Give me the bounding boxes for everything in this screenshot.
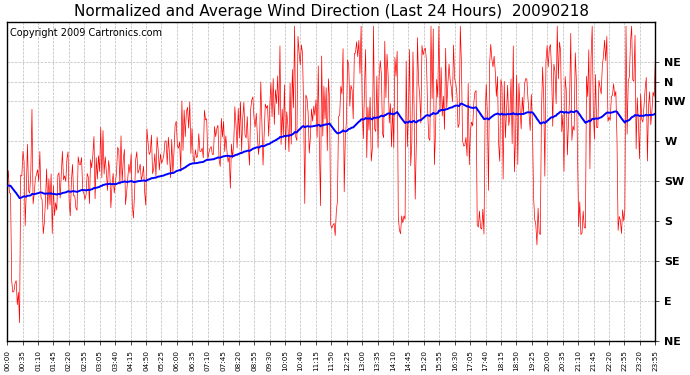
Title: Normalized and Average Wind Direction (Last 24 Hours)  20090218: Normalized and Average Wind Direction (L… xyxy=(74,4,589,19)
Text: Copyright 2009 Cartronics.com: Copyright 2009 Cartronics.com xyxy=(10,28,162,38)
